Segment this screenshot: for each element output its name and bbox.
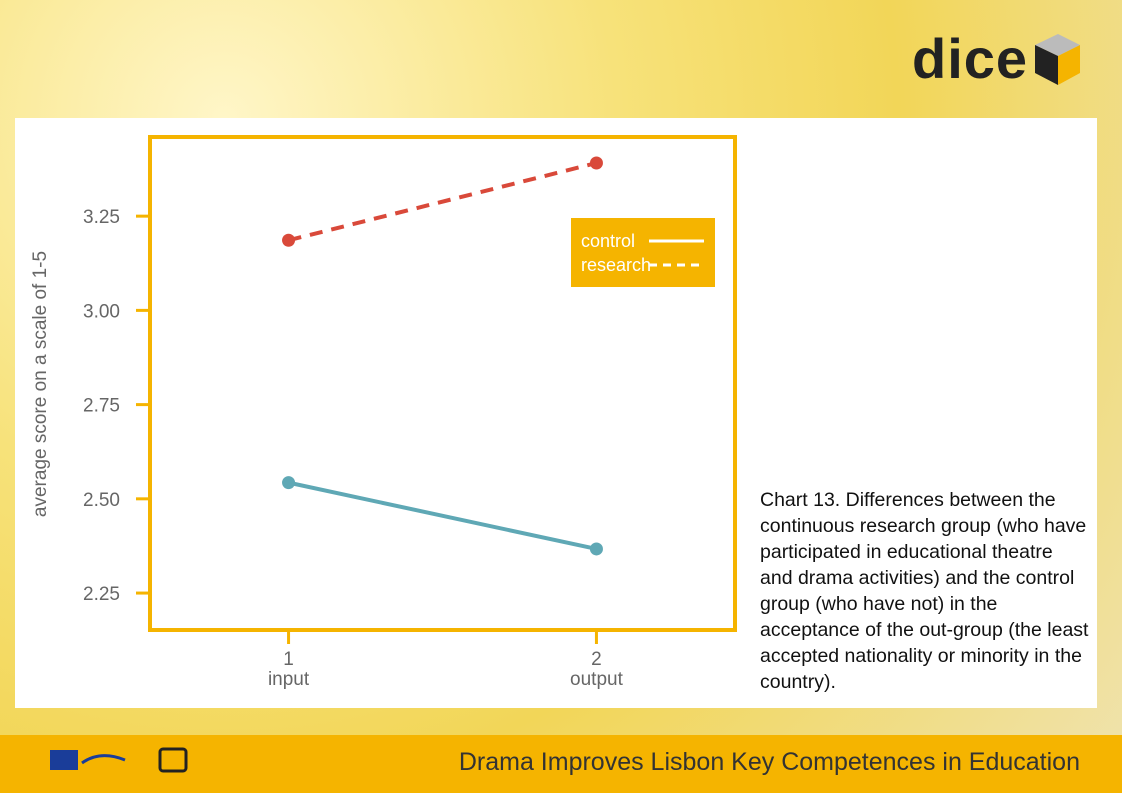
y-tick-label: 2.25 — [83, 584, 120, 605]
footer-text: Drama Improves Lisbon Key Competences in… — [458, 748, 1080, 776]
legend-label: control — [581, 231, 635, 251]
x-tick-sublabel: input — [268, 669, 310, 690]
x-tick-label: 1 — [283, 649, 294, 670]
y-tick-label: 3.25 — [83, 207, 120, 228]
plot-frame — [148, 135, 737, 632]
dice-icon — [1035, 34, 1080, 85]
chart: average score on a scale of 1-5 2.25 2.50… — [30, 135, 737, 690]
series-line — [288, 161, 597, 243]
data-point — [282, 233, 296, 247]
y-tick-label: 2.50 — [83, 490, 120, 511]
series-line — [288, 480, 597, 551]
legend-box — [571, 218, 715, 287]
y-axis-label: average score on a scale of 1-5 — [30, 251, 51, 517]
data-point — [589, 156, 603, 170]
x-tick-label: 2 — [591, 649, 602, 670]
x-tick-sublabel: output — [570, 669, 624, 690]
footer-bar: Drama Improves Lisbon Key Competences in… — [0, 735, 1122, 793]
y-tick-label: 3.00 — [83, 301, 120, 322]
y-tick-label: 2.75 — [83, 396, 120, 417]
brand-logo: dice — [912, 27, 1029, 90]
legend-label: research — [581, 255, 651, 275]
content-panel — [15, 118, 1097, 708]
program-logos — [50, 747, 188, 773]
chart-caption: Chart 13. Differences between the contin… — [760, 489, 1089, 693]
data-point — [589, 542, 603, 556]
data-point — [282, 476, 296, 490]
